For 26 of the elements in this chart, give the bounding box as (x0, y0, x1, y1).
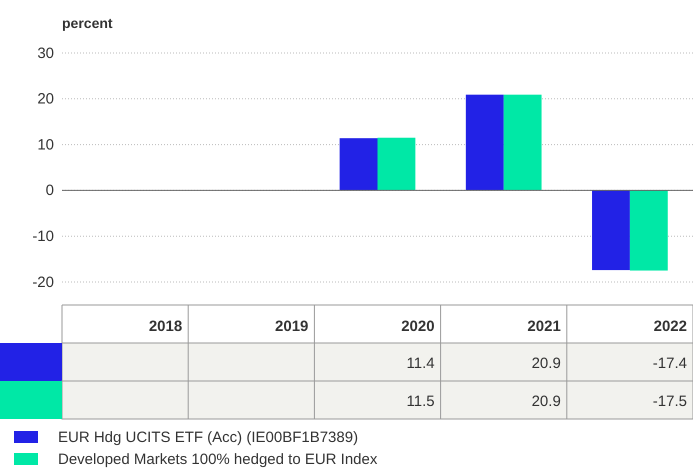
y-tick-label: 10 (37, 136, 54, 154)
data-label: 20.9 (532, 393, 561, 410)
bar (340, 138, 378, 190)
y-tick-label: 0 (46, 182, 54, 200)
bar (378, 138, 416, 190)
x-tick-label: 2019 (275, 318, 308, 335)
y-tick-label: -20 (32, 274, 54, 291)
x-tick-label: 2022 (654, 318, 687, 335)
y-tick-label: -10 (32, 228, 54, 245)
y-axis-title: percent (62, 15, 113, 31)
bar (630, 190, 668, 271)
y-tick-label: 20 (37, 90, 54, 108)
legend-label: EUR Hdg UCITS ETF (Acc) (IE00BF1B7389) (58, 429, 358, 446)
bar (504, 94, 542, 190)
bar (592, 190, 630, 270)
data-label: 20.9 (532, 355, 561, 372)
x-tick-label: 2021 (527, 318, 561, 335)
data-label: 11.4 (406, 355, 435, 372)
data-label: 11.5 (406, 393, 435, 410)
legend-label: Developed Markets 100% hedged to EUR Index (58, 451, 378, 468)
x-tick-label: 2020 (401, 318, 435, 335)
data-label: -17.5 (652, 393, 687, 410)
y-tick-label: 30 (37, 44, 54, 62)
data-label: -17.4 (652, 355, 687, 372)
bar (466, 94, 504, 190)
x-tick-label: 2018 (148, 318, 182, 335)
